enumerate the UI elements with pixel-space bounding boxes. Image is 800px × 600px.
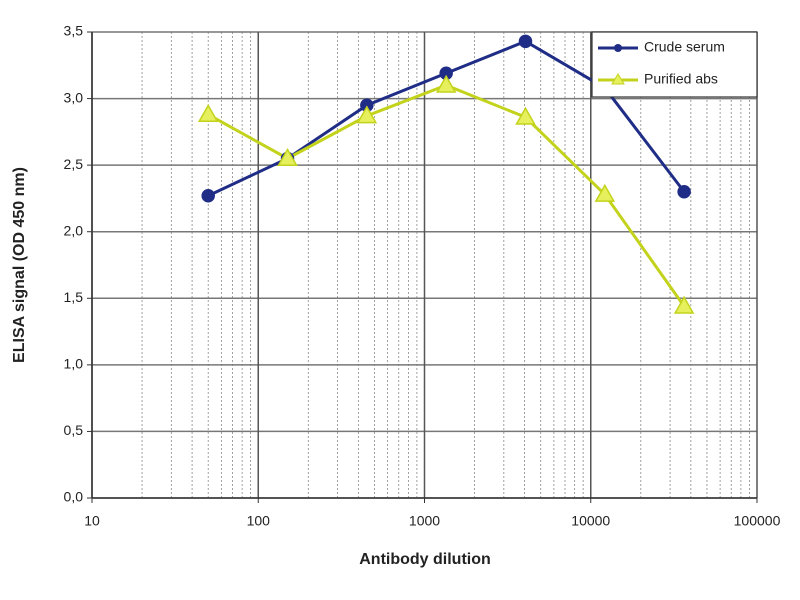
y-axis-title: ELISA signal (OD 450 nm) — [11, 167, 28, 363]
marker — [197, 104, 219, 123]
y-tick-label: 3,0 — [64, 89, 84, 105]
x-tick-label: 10000 — [571, 513, 610, 529]
y-tick-label: 2,5 — [64, 156, 84, 172]
y-tick-label: 0,5 — [64, 422, 84, 438]
marker — [594, 183, 616, 202]
marker — [518, 34, 533, 49]
marker — [356, 105, 378, 124]
marker — [673, 295, 695, 314]
legend — [591, 31, 758, 98]
marker — [515, 106, 536, 125]
y-tick-label: 3,5 — [64, 23, 84, 39]
y-tick-label: 2,0 — [64, 222, 84, 238]
y-tick-label: 0,0 — [64, 489, 84, 505]
legend-label: Purified abs — [644, 71, 718, 87]
x-tick-label: 1000 — [409, 513, 440, 529]
legend-marker — [611, 73, 625, 85]
marker — [439, 66, 453, 81]
x-tick-label: 100 — [247, 513, 271, 529]
legend-label: Crude serum — [644, 39, 725, 55]
y-tick-label: 1,5 — [64, 289, 84, 305]
marker — [435, 74, 457, 93]
x-axis-title: Antibody dilution — [359, 551, 491, 568]
marker — [360, 98, 374, 112]
marker — [677, 185, 691, 199]
y-tick-label: 1,0 — [64, 356, 84, 372]
legend-marker — [614, 44, 622, 52]
marker — [201, 189, 215, 203]
x-tick-label: 100000 — [734, 513, 781, 529]
x-tick-label: 10 — [84, 513, 100, 529]
marker — [277, 147, 298, 166]
